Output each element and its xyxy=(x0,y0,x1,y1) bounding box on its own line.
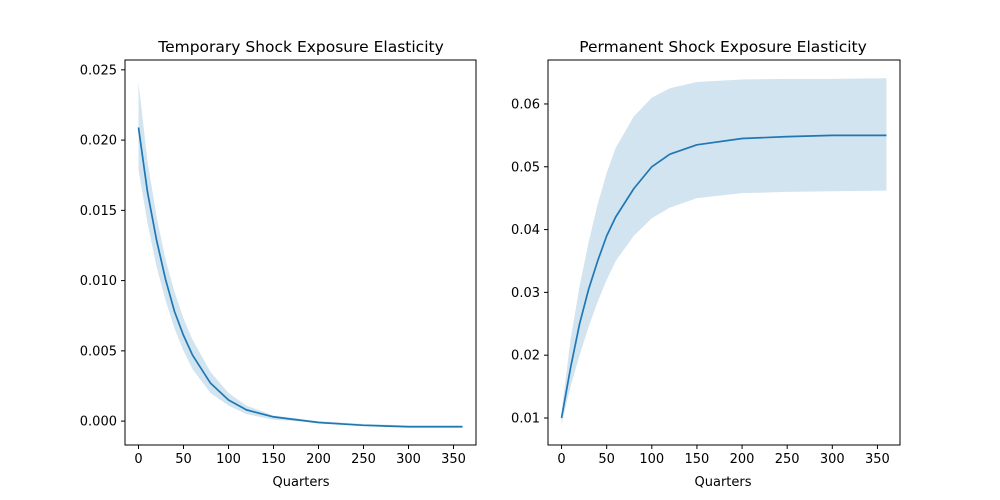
y-tick-label: 0.05 xyxy=(511,160,540,175)
plot-frame xyxy=(124,59,477,446)
x-axis-label: Quarters xyxy=(273,475,330,490)
x-tick-label: 150 xyxy=(261,452,286,467)
x-tick-label: 250 xyxy=(351,452,376,467)
temporary-shock-chart: Temporary Shock Exposure Elasticity 0 50 1… xyxy=(80,38,477,490)
y-tick-label: 0.01 xyxy=(511,411,540,426)
x-tick-label: 0 xyxy=(557,452,565,467)
y-tick-label: 0.010 xyxy=(80,274,117,289)
x-axis-label: Quarters xyxy=(695,475,752,490)
x-tick-label: 100 xyxy=(216,452,241,467)
y-tick-label: 0.06 xyxy=(511,97,540,112)
x-tick-label: 200 xyxy=(730,452,755,467)
plot-frame xyxy=(547,59,901,446)
y-axis: 0.000 0.005 0.010 0.015 0.020 0.025 xyxy=(80,63,125,430)
x-tick-label: 150 xyxy=(685,452,710,467)
x-tick-label: 350 xyxy=(865,452,890,467)
y-tick-label: 0.025 xyxy=(80,63,117,78)
x-tick-label: 350 xyxy=(441,452,466,467)
series-line xyxy=(137,127,463,428)
x-tick-label: 50 xyxy=(598,452,615,467)
y-tick-label: 0.020 xyxy=(80,134,117,149)
plot-area xyxy=(560,78,887,425)
plot-area xyxy=(137,82,463,428)
x-tick-label: 300 xyxy=(820,452,845,467)
x-tick-label: 300 xyxy=(396,452,421,467)
y-axis: 0.01 0.02 0.03 0.04 0.05 0.06 xyxy=(511,97,548,426)
y-tick-label: 0.03 xyxy=(511,286,540,301)
confidence-band xyxy=(561,78,887,425)
x-axis: 0 50 100 150 200 250 300 350 xyxy=(557,445,890,467)
series-line xyxy=(560,134,887,419)
y-tick-label: 0.000 xyxy=(80,415,117,430)
x-tick-label: 200 xyxy=(306,452,331,467)
y-tick-label: 0.005 xyxy=(80,344,117,359)
x-tick-label: 100 xyxy=(639,452,664,467)
y-tick-label: 0.04 xyxy=(511,223,540,238)
y-tick-label: 0.015 xyxy=(80,204,117,219)
x-tick-label: 50 xyxy=(175,452,192,467)
chart-title: Temporary Shock Exposure Elasticity xyxy=(157,38,444,56)
chart-title: Permanent Shock Exposure Elasticity xyxy=(579,38,867,56)
x-tick-label: 250 xyxy=(775,452,800,467)
permanent-shock-chart: Permanent Shock Exposure Elasticity 0 50 1… xyxy=(511,38,901,490)
x-tick-label: 0 xyxy=(134,452,142,467)
x-axis: 0 50 100 150 200 250 300 350 xyxy=(134,445,466,467)
y-tick-label: 0.02 xyxy=(511,349,540,364)
